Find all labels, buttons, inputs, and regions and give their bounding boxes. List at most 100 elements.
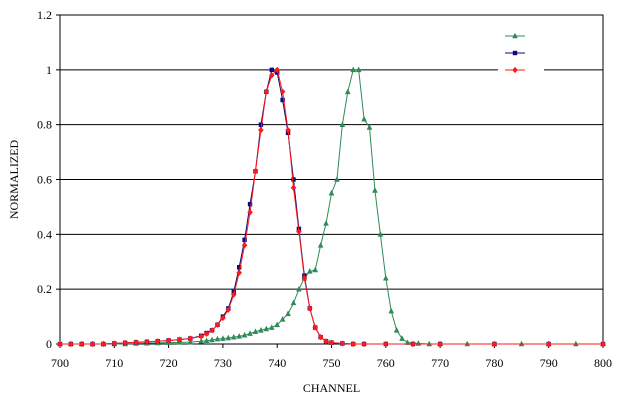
data-point	[236, 269, 242, 276]
data-point	[154, 338, 161, 345]
data-series	[57, 66, 606, 348]
data-point	[230, 291, 237, 298]
data-point	[328, 189, 335, 196]
data-point	[268, 324, 275, 330]
data-point	[279, 88, 286, 95]
legend-entry	[505, 66, 525, 74]
series-3	[57, 66, 606, 348]
data-point	[323, 220, 329, 226]
y-tick-label: 0	[46, 337, 52, 351]
data-point	[220, 314, 226, 322]
data-point	[68, 340, 74, 348]
data-point	[247, 330, 253, 336]
data-point	[176, 336, 183, 343]
x-tick-label: 780	[485, 356, 503, 370]
data-point	[225, 334, 232, 341]
data-point	[230, 333, 237, 340]
x-tick-label: 770	[431, 356, 449, 370]
legend	[498, 24, 544, 80]
y-tick-labels: 0 0.2 0.4 0.6 0.8 1 1.2	[37, 8, 52, 351]
data-point	[203, 337, 210, 344]
y-tick-label: 1	[46, 63, 52, 77]
data-point	[252, 328, 259, 334]
legend-entry	[505, 50, 525, 56]
data-point	[252, 168, 259, 175]
data-point	[236, 333, 242, 339]
x-tick-label: 740	[268, 356, 286, 370]
y-tick-label: 0.6	[37, 173, 52, 187]
data-point	[328, 339, 335, 346]
data-point	[339, 340, 346, 347]
data-point	[241, 242, 248, 249]
data-point	[317, 334, 324, 341]
data-point	[203, 330, 210, 337]
data-point	[133, 339, 139, 346]
data-point	[410, 340, 416, 348]
data-point	[366, 124, 373, 130]
data-point	[296, 228, 302, 235]
y-tick-label: 1.2	[37, 8, 52, 22]
data-point	[350, 340, 357, 348]
data-point	[285, 310, 291, 317]
data-point	[279, 316, 286, 322]
data-point	[361, 115, 367, 122]
x-tick-label: 760	[377, 356, 395, 370]
data-point	[198, 337, 204, 344]
data-point	[187, 335, 194, 342]
data-point	[247, 209, 253, 216]
x-tick-label: 750	[323, 356, 341, 370]
data-point	[545, 340, 552, 348]
data-point	[165, 337, 172, 344]
legend-marker	[512, 50, 518, 56]
series-line	[60, 68, 603, 345]
x-tick-labels: 700 710 720 730 740 750 760 770 780 790 800	[51, 356, 612, 370]
data-point	[198, 333, 204, 340]
data-point	[209, 336, 215, 343]
data-point	[78, 340, 85, 348]
data-point	[372, 187, 378, 193]
legend-marker	[512, 32, 518, 39]
data-point	[323, 338, 329, 345]
data-point	[399, 335, 405, 341]
data-point	[274, 66, 280, 73]
data-point	[280, 97, 285, 103]
data-point	[209, 327, 215, 334]
y-tick-label: 0.8	[37, 118, 52, 132]
data-point	[383, 340, 389, 348]
data-point	[268, 72, 275, 79]
x-tick-label: 700	[51, 356, 69, 370]
x-tick-label: 710	[105, 356, 123, 370]
data-point	[241, 331, 248, 338]
data-point	[258, 122, 264, 127]
data-point	[290, 184, 297, 191]
data-point	[220, 335, 226, 341]
data-point	[312, 266, 319, 273]
data-point	[350, 66, 357, 73]
data-point	[57, 340, 63, 348]
data-point	[214, 321, 221, 328]
series-line	[60, 69, 603, 345]
data-point	[361, 340, 367, 348]
series-1	[57, 66, 606, 347]
data-point	[111, 340, 118, 347]
data-point	[600, 340, 606, 348]
y-axis-title: NORMALIZED	[7, 140, 21, 220]
data-point	[437, 340, 443, 348]
series-2	[57, 67, 606, 347]
data-point	[334, 176, 340, 182]
data-point	[285, 127, 291, 134]
data-point	[274, 321, 280, 328]
data-point	[377, 231, 384, 237]
y-tick-label: 0.2	[37, 282, 52, 296]
x-tick-label: 790	[540, 356, 558, 370]
data-point	[247, 201, 253, 207]
data-point	[388, 307, 395, 314]
data-point	[236, 265, 242, 270]
data-point	[258, 127, 264, 134]
legend-box	[498, 24, 544, 80]
data-point	[100, 340, 107, 348]
data-point	[296, 285, 302, 292]
data-point	[491, 340, 498, 348]
data-point	[89, 340, 96, 348]
